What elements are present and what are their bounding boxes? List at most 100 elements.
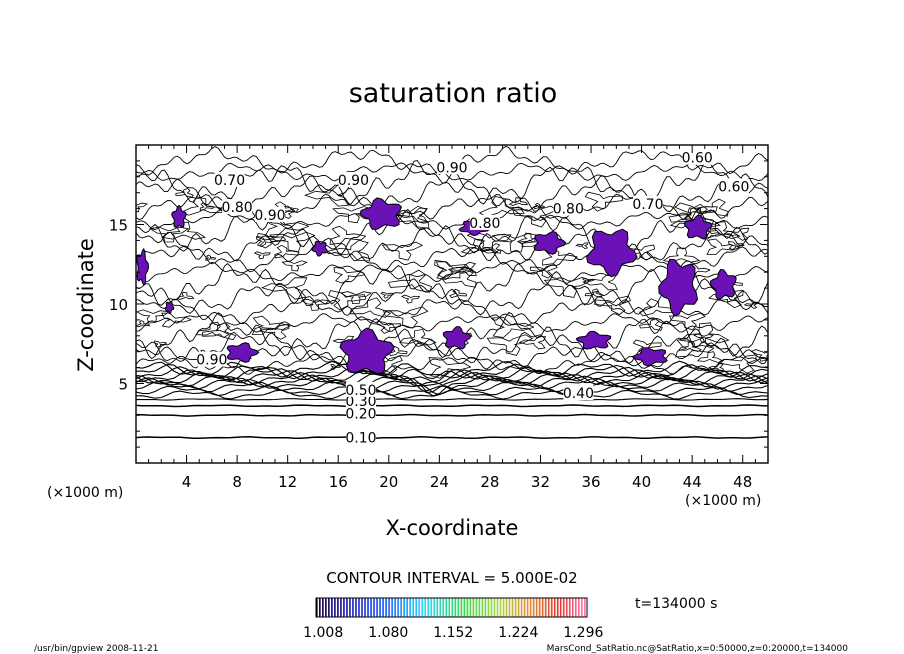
colorbar-cell	[580, 598, 583, 617]
contour-label: 0.90	[254, 208, 285, 224]
contour-loop	[706, 238, 740, 255]
contour-loop	[449, 288, 467, 298]
contour-loop	[582, 277, 594, 284]
contour-loop	[593, 295, 632, 315]
colorbar	[315, 597, 588, 618]
contour-line-upper	[136, 243, 768, 273]
colorbar-cell	[403, 598, 405, 617]
footer-left: /usr/bin/gpview 2008-11-21	[34, 644, 158, 654]
contour-loop	[508, 197, 529, 206]
colorbar-cell	[466, 598, 469, 617]
colorbar-cell	[367, 598, 369, 617]
colorbar-label: 1.296	[563, 625, 603, 641]
supersaturation-region	[165, 300, 175, 314]
colorbar-cell	[559, 598, 562, 617]
colorbar-cell	[511, 598, 514, 617]
contour-label-bg	[214, 171, 245, 187]
contour-line-upper	[136, 328, 768, 365]
contour-label: 0.90	[196, 353, 227, 369]
colorbar-cell	[352, 598, 354, 617]
supersaturation-region	[658, 258, 699, 317]
contour-line-upper	[136, 295, 768, 325]
colorbar-cell	[334, 598, 336, 617]
contour-loop	[136, 320, 150, 328]
contour-label: 0.80	[553, 202, 584, 218]
contour-loop	[492, 317, 535, 338]
colorbar-cell	[421, 598, 424, 617]
contour-line-lower	[136, 398, 768, 401]
x-axis-title: X-coordinate	[386, 516, 519, 540]
contour-loop	[388, 346, 408, 357]
colorbar-cell	[541, 598, 544, 617]
contour-line-lower	[136, 413, 768, 417]
contour-loop	[708, 363, 725, 372]
contour-loop	[330, 364, 342, 370]
colorbar-cell	[583, 598, 586, 617]
contour-loop	[693, 333, 715, 343]
contour-loop	[253, 251, 271, 260]
x-tick-label: 12	[278, 473, 297, 491]
supersaturation-region	[171, 204, 187, 228]
contour-label-bg	[222, 199, 253, 215]
contour-loop	[401, 294, 420, 304]
contour-label-bg	[469, 214, 500, 230]
colorbar-cell	[397, 598, 399, 617]
colorbar-cell	[526, 598, 529, 617]
contour-loop	[251, 315, 291, 335]
contour-loop	[181, 196, 224, 216]
contour-loop	[662, 247, 701, 263]
contour-loop	[260, 277, 308, 300]
colorbar-cell	[460, 598, 463, 617]
contour-loop	[255, 236, 277, 248]
colorbar-cell	[568, 598, 571, 617]
contour-loop	[435, 261, 474, 280]
y-tick-label: 10	[109, 296, 128, 314]
supersaturation-region	[533, 230, 567, 255]
x-tick-label: 36	[581, 473, 600, 491]
colorbar-cell	[553, 598, 556, 617]
contour-loop	[205, 254, 217, 261]
colorbar-cell	[454, 598, 457, 617]
contour-line-lower	[136, 363, 768, 380]
contour-loop	[584, 288, 604, 298]
contour-loop	[202, 322, 237, 341]
colorbar-cell	[343, 598, 345, 617]
contour-line-lower	[136, 404, 768, 408]
colorbar-cell	[424, 598, 427, 617]
contour-loop	[447, 261, 477, 277]
contour-label: 0.40	[563, 386, 594, 402]
colorbar-cell	[535, 598, 538, 617]
colorbar-cell	[394, 598, 396, 617]
colorbar-cell	[364, 598, 366, 617]
colorbar-cell	[427, 598, 430, 617]
colorbar-label: 1.224	[498, 625, 538, 641]
contour-loop	[668, 312, 706, 331]
contour-line-upper	[136, 209, 768, 231]
contour-loop	[161, 312, 192, 328]
colorbar-cell	[385, 598, 387, 617]
colorbar-cell	[469, 598, 472, 617]
colorbar-cell	[544, 598, 547, 617]
contour-label: 0.70	[632, 197, 663, 213]
x-tick-label: 48	[733, 473, 752, 491]
contour-line-upper	[136, 228, 768, 262]
colorbar-cell	[529, 598, 532, 617]
colorbar-cell	[388, 598, 390, 617]
contour-loop	[376, 320, 401, 334]
contour-loop	[491, 232, 540, 253]
colorbar-cell	[496, 598, 499, 617]
colorbar-cell	[463, 598, 466, 617]
contour-loop	[533, 202, 545, 210]
colorbar-cell	[361, 598, 363, 617]
colorbar-cell	[391, 598, 393, 617]
x-tick-label: 40	[632, 473, 651, 491]
y-axis-title: Z-coordinate	[74, 238, 98, 372]
contour-label-bg	[563, 385, 594, 401]
colorbar-cell	[538, 598, 541, 617]
contour-loop	[136, 202, 149, 213]
contour-loop	[382, 306, 429, 329]
colorbar-cell	[448, 598, 451, 617]
colorbar-cell	[430, 598, 433, 617]
contour-loop	[638, 318, 663, 331]
